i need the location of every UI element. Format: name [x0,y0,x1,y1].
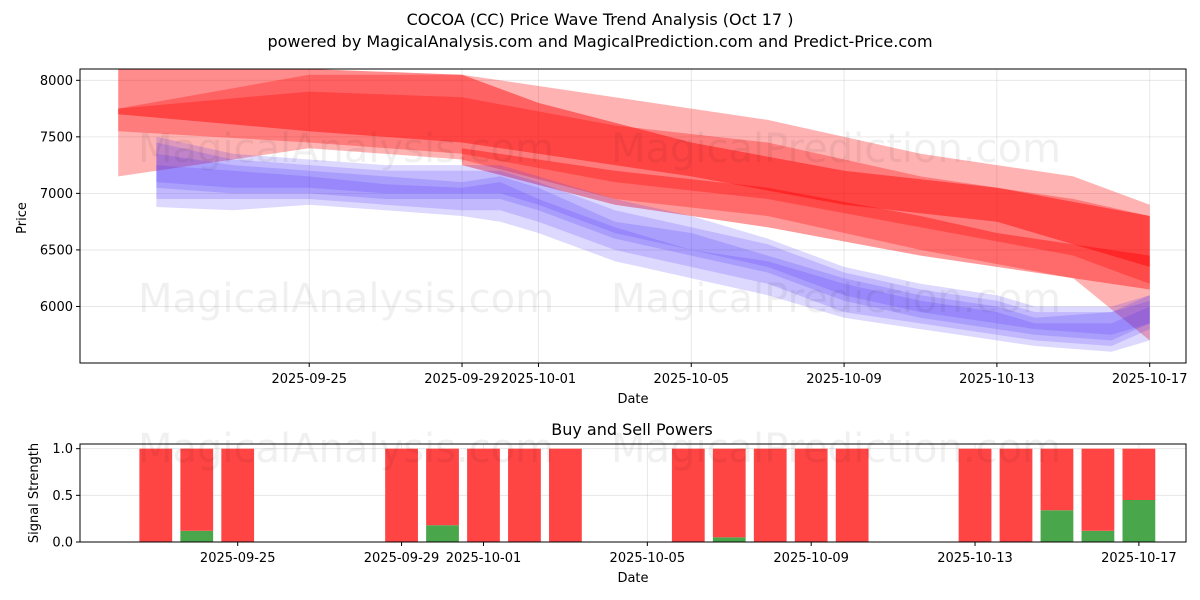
top-y-tick-label: 6500 [40,243,73,258]
sell-bar [712,448,746,538]
chart-title: COCOA (CC) Price Wave Trend Analysis (Oc… [407,10,794,29]
sell-bar [958,448,992,542]
top-x-tick-label: 2025-09-29 [424,372,500,387]
bottom-x-axis-label: Date [617,571,648,586]
bottom-x-tick-label: 2025-10-17 [1101,551,1177,566]
signal-bars [139,448,1156,542]
blue-band-3 [156,136,1150,335]
buy-sell-powers-chart: Buy and Sell Powers MagicalAnalysis.com … [27,420,1187,586]
bottom-x-tick-label: 2025-09-25 [200,551,276,566]
sell-bar [835,448,869,542]
bottom-x-tick-label: 2025-10-13 [937,551,1013,566]
price-wave-chart: MagicalAnalysis.com MagicalPrediction.co… [15,68,1187,407]
bottom-y-tick-label: 0.0 [52,536,73,551]
top-axes-frame [79,68,1187,364]
sell-bar [385,448,418,542]
bottom-y-tick-label: 1.0 [52,442,73,457]
watermark-analysis: MagicalAnalysis.com [138,126,554,172]
sell-bar [671,448,705,542]
red-band-3 [462,148,1150,290]
buy-bar [712,537,746,542]
top-grid [80,69,1186,363]
top-y-tick-label: 7000 [40,187,73,202]
red-band-2 [118,69,1150,267]
chart-subtitle: powered by MagicalAnalysis.com and Magic… [267,32,932,51]
bottom-x-tick-label: 2025-10-01 [446,551,522,566]
top-x-tick-label: 2025-10-01 [501,372,577,387]
bottom-y-ticks: 0.0 0.5 1.0 [52,442,80,551]
bottom-chart-title: Buy and Sell Powers [551,420,713,439]
sell-bar [1122,448,1156,500]
sell-bar [549,448,582,542]
buy-bar [1040,510,1074,542]
sell-bar [467,448,500,542]
top-x-axis-label: Date [617,392,648,407]
top-x-tick-label: 2025-10-09 [806,372,882,387]
sell-bar [999,448,1033,542]
blue-bands [156,136,1150,352]
bottom-x-tick-label: 2025-09-29 [364,551,440,566]
bottom-y-tick-label: 0.5 [52,489,73,504]
bottom-x-ticks: 2025-09-25 2025-09-29 2025-10-01 2025-10-05… [200,542,1177,566]
watermark-analysis-2: MagicalAnalysis.com [138,276,554,322]
red-bands [118,69,1150,341]
blue-band-1 [156,153,1150,346]
buy-bar [426,525,459,542]
sell-bar [794,448,828,542]
buy-bar [1081,530,1115,542]
top-x-tick-label: 2025-10-13 [959,372,1035,387]
buy-bar [180,530,214,542]
top-x-ticks: 2025-09-25 2025-09-29 2025-10-01 2025-10-05… [271,363,1187,387]
bottom-x-tick-label: 2025-10-09 [773,551,849,566]
top-y-axis-label: Price [15,202,30,234]
top-y-tick-label: 6000 [40,300,73,315]
sell-bar [1040,448,1074,511]
watermark-prediction-2: MagicalPrediction.com [611,276,1061,322]
watermark-analysis-3: MagicalAnalysis.com [138,426,554,472]
top-x-tick-label: 2025-10-17 [1112,372,1188,387]
red-band-0 [118,74,1150,341]
sell-bar [180,448,214,531]
blue-band-tint-2 [156,142,1150,341]
sell-bar [426,448,459,526]
bottom-x-tick-label: 2025-10-05 [610,551,686,566]
sell-bar [139,448,173,542]
top-x-tick-label: 2025-10-05 [653,372,729,387]
top-y-ticks: 6000 6500 7000 7500 8000 [40,74,80,315]
watermark-prediction: MagicalPrediction.com [611,126,1061,172]
sell-bar [508,448,541,542]
bottom-y-axis-label: Signal Strength [27,443,42,543]
watermark-prediction-3: MagicalPrediction.com [611,426,1061,472]
blue-band-0 [156,165,1150,352]
red-band-1 [118,91,1150,284]
buy-bar [1122,500,1156,542]
top-x-tick-label: 2025-09-25 [271,372,347,387]
bottom-axes-frame [79,443,1187,543]
blue-band-tint-3 [156,136,1150,335]
sell-bar [1081,448,1115,531]
blue-band-2 [156,142,1150,341]
blue-band-tint-1 [156,153,1150,346]
sell-bar [221,448,255,542]
top-y-tick-label: 7500 [40,130,73,145]
sell-bar [753,448,787,542]
top-y-tick-label: 8000 [40,74,73,89]
blue-band-tint-0 [156,165,1150,352]
